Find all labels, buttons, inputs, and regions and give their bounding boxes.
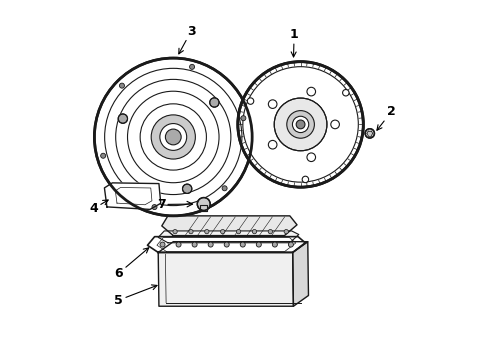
Polygon shape xyxy=(200,205,207,211)
Polygon shape xyxy=(158,252,294,306)
Circle shape xyxy=(224,242,229,247)
Circle shape xyxy=(160,123,187,150)
Circle shape xyxy=(118,114,127,123)
Circle shape xyxy=(302,176,309,183)
Circle shape xyxy=(256,242,261,247)
Polygon shape xyxy=(293,242,309,306)
Circle shape xyxy=(166,129,181,145)
Polygon shape xyxy=(147,237,305,252)
Circle shape xyxy=(205,229,209,234)
Text: 6: 6 xyxy=(115,248,148,280)
Circle shape xyxy=(173,229,177,234)
Circle shape xyxy=(284,229,289,234)
Text: 5: 5 xyxy=(114,285,157,307)
Circle shape xyxy=(210,98,219,107)
Circle shape xyxy=(268,229,272,234)
Circle shape xyxy=(189,229,193,234)
Text: 1: 1 xyxy=(290,28,298,57)
Circle shape xyxy=(274,98,327,151)
Circle shape xyxy=(287,111,315,138)
Circle shape xyxy=(252,229,257,234)
Circle shape xyxy=(208,242,213,247)
Text: 2: 2 xyxy=(377,105,396,130)
Circle shape xyxy=(151,115,196,159)
Polygon shape xyxy=(162,216,297,235)
Circle shape xyxy=(365,129,374,138)
Circle shape xyxy=(307,87,316,96)
Circle shape xyxy=(269,100,277,108)
Circle shape xyxy=(95,58,252,216)
Circle shape xyxy=(293,116,309,132)
Circle shape xyxy=(160,242,165,247)
Text: 4: 4 xyxy=(89,200,108,215)
Polygon shape xyxy=(158,231,299,243)
Circle shape xyxy=(238,62,364,187)
Circle shape xyxy=(220,229,225,234)
Polygon shape xyxy=(158,242,308,252)
Circle shape xyxy=(272,242,277,247)
Circle shape xyxy=(240,242,245,247)
Circle shape xyxy=(182,184,192,193)
Circle shape xyxy=(343,90,349,96)
Text: 3: 3 xyxy=(179,25,196,54)
Circle shape xyxy=(237,229,241,234)
Circle shape xyxy=(241,116,246,121)
Text: 7: 7 xyxy=(157,198,166,211)
Circle shape xyxy=(176,242,181,247)
Circle shape xyxy=(247,98,254,104)
Circle shape xyxy=(197,198,210,211)
Circle shape xyxy=(331,120,340,129)
Circle shape xyxy=(307,153,316,162)
Circle shape xyxy=(269,140,277,149)
Polygon shape xyxy=(104,183,161,210)
Circle shape xyxy=(222,186,227,191)
Circle shape xyxy=(296,120,305,129)
Circle shape xyxy=(192,242,197,247)
Circle shape xyxy=(190,64,195,69)
Circle shape xyxy=(100,153,106,158)
Circle shape xyxy=(152,204,157,210)
Circle shape xyxy=(289,242,294,247)
Circle shape xyxy=(120,83,124,88)
